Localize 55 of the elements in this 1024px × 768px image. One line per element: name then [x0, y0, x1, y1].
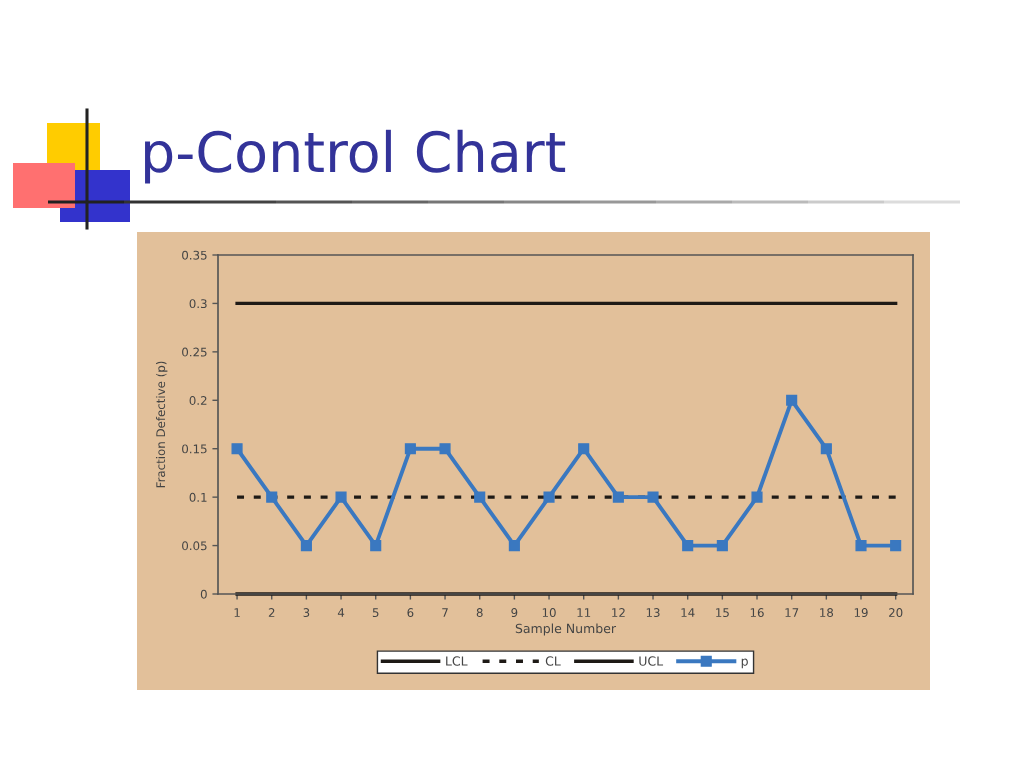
point [855, 540, 867, 552]
y-tick-label: 0.05 [182, 541, 207, 551]
y-tick-label: 0.3 [189, 299, 207, 309]
legend-label: p [741, 658, 748, 669]
point [335, 491, 347, 503]
y-tick-label: 0.35 [182, 250, 207, 260]
point [370, 540, 382, 552]
x-tick-label: 5 [372, 608, 379, 618]
x-tick-label: 2 [268, 608, 275, 617]
point [474, 491, 486, 503]
x-tick-label: 3 [303, 608, 310, 618]
x-tick-label: 4 [337, 608, 345, 617]
legend-label: LCL [446, 656, 468, 666]
x-tick-label: 12 [612, 608, 625, 617]
point [786, 394, 798, 406]
point [300, 540, 312, 552]
y-tick-label: 0.15 [182, 444, 207, 454]
x-tick-label: 7 [442, 608, 448, 617]
point [266, 491, 278, 503]
x-tick-label: 20 [889, 608, 903, 618]
y-tick-label: 0.1 [189, 492, 207, 502]
x-tick-label: 15 [716, 608, 729, 618]
legend-label: UCL [639, 656, 664, 666]
x-tick-label: 17 [785, 608, 799, 617]
x-tick-label: 14 [681, 608, 695, 617]
x-axis-title: Sample Number [515, 623, 617, 636]
y-tick-label: 0.2 [189, 396, 207, 405]
x-tick-label: 1 [234, 608, 240, 617]
point [647, 491, 659, 503]
y-tick-label: 0 [200, 589, 207, 599]
x-tick-label: 10 [542, 608, 556, 618]
point [820, 443, 832, 455]
x-tick-label: 9 [511, 608, 518, 618]
x-tick-label: 11 [577, 608, 591, 617]
point [751, 491, 763, 503]
x-tick-label: 13 [646, 608, 660, 618]
x-tick-label: 6 [407, 608, 414, 618]
x-tick-label: 8 [476, 608, 483, 618]
point [543, 491, 555, 503]
point [404, 443, 416, 455]
point [716, 540, 728, 552]
point [682, 540, 694, 552]
y-axis-title: Fraction Defective (p) [155, 361, 168, 488]
x-tick-label: 18 [820, 608, 834, 618]
legend-label: CL [545, 656, 561, 666]
chart-title: p-Control Chart [145, 129, 566, 184]
point [578, 443, 590, 455]
x-tick-label: 19 [854, 608, 868, 618]
point [508, 540, 520, 552]
point [612, 491, 624, 503]
x-tick-label: 16 [750, 608, 764, 618]
y-tick-label: 0.25 [182, 347, 207, 357]
point [231, 443, 243, 455]
point [439, 443, 451, 455]
point [890, 540, 902, 552]
